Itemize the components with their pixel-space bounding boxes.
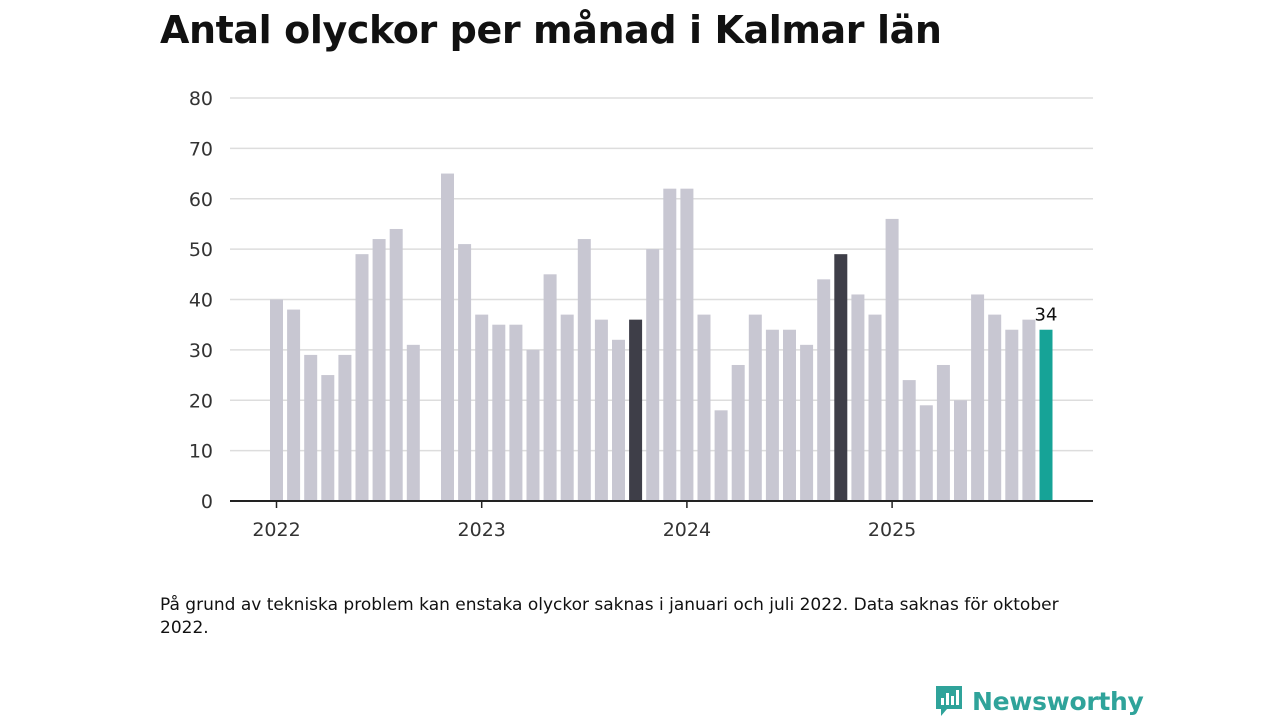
bar-2024-08 (800, 344, 814, 501)
bar-2022-06 (355, 254, 369, 501)
bar-2022-05 (338, 354, 352, 501)
bar-2023-08 (594, 319, 608, 501)
bar-2025-06 (971, 294, 985, 501)
bar-2023-02 (492, 324, 506, 501)
x-tick-label: 2024 (663, 519, 711, 541)
bar-2023-09 (612, 339, 625, 501)
bar-2022-04 (321, 375, 335, 501)
bar-2024-07 (783, 329, 796, 501)
bar-2025-03 (919, 405, 933, 501)
bar-2024-05 (748, 314, 762, 501)
y-tick-label: 40 (189, 290, 213, 312)
bar-2023-06 (560, 314, 574, 501)
brand-logo[interactable]: Newsworthy (934, 684, 1144, 718)
bar-2022-07 (372, 239, 386, 502)
bar-2024-10 (834, 254, 848, 501)
bar-2022-02 (287, 309, 301, 501)
bar-2025-05 (954, 400, 967, 501)
bar-2023-07 (577, 239, 591, 502)
y-tick-label: 10 (189, 441, 213, 463)
data-label: 34 (1035, 305, 1058, 326)
y-tick-label: 60 (189, 189, 213, 211)
bar-2022-08 (389, 228, 403, 501)
bar-2025-04 (936, 364, 950, 501)
bar-2025-10 (1039, 329, 1053, 501)
chart-title: Antal olyckor per månad i Kalmar län (160, 8, 942, 52)
bar-2024-02 (697, 314, 711, 501)
bar-2025-08 (1005, 329, 1019, 501)
bar-2025-02 (902, 380, 916, 501)
bar-2022-09 (406, 344, 420, 501)
bar-2023-10 (629, 319, 643, 501)
bar-2025-01 (885, 218, 899, 501)
footnote: På grund av tekniska problem kan enstaka… (160, 595, 1059, 638)
y-tick-label: 50 (189, 239, 213, 261)
bar-2022-03 (304, 354, 318, 501)
bar-2024-04 (731, 364, 745, 501)
bar-2024-01 (680, 188, 694, 502)
bar-2022-12 (458, 244, 472, 501)
x-tick-label: 2022 (252, 519, 300, 541)
bar-2022-11 (441, 173, 454, 501)
x-tick-label: 2023 (458, 519, 506, 541)
bar-2023-11 (646, 249, 660, 501)
y-tick-label: 20 (189, 390, 213, 412)
bar-2022-01 (270, 299, 283, 501)
bar-2025-07 (988, 314, 1002, 501)
bar-2024-12 (868, 314, 882, 501)
y-tick-label: 30 (189, 340, 213, 362)
bar-2025-09 (1022, 319, 1036, 501)
bar-2024-09 (817, 279, 831, 501)
bar-2023-01 (475, 314, 489, 501)
y-tick-label: 80 (189, 88, 213, 110)
bar-2023-03 (509, 324, 523, 501)
bar-2023-12 (663, 188, 677, 502)
newsworthy-chart-icon (936, 686, 962, 716)
x-tick-label: 2025 (868, 519, 916, 541)
brand-name: Newsworthy (972, 686, 1144, 716)
bar-2023-04 (526, 349, 540, 501)
bar-2023-05 (543, 274, 557, 501)
y-tick-label: 70 (189, 138, 213, 160)
bar-2024-11 (851, 294, 865, 501)
bar-2024-03 (714, 410, 728, 501)
bar-2024-06 (765, 329, 779, 501)
y-tick-label: 0 (201, 491, 213, 513)
